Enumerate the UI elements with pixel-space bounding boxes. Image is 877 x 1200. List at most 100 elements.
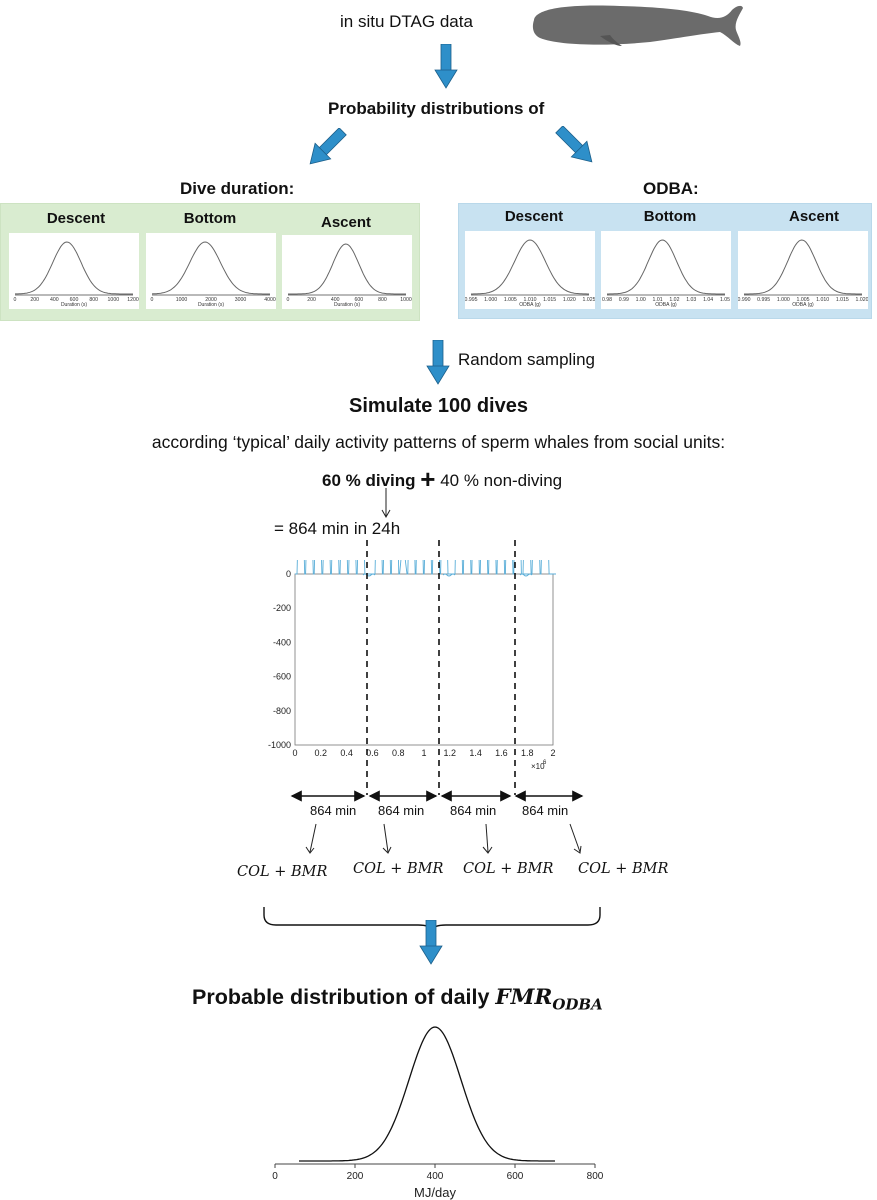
- x-tick-label: 0.6: [366, 748, 379, 758]
- tick-label: 1.000: [484, 297, 497, 303]
- odba-bottom-chart: 0.98 0.99 1.00 1.01 1.02 1.03 1.04 1.05 ODBA (g): [601, 231, 731, 309]
- fmr-density-curve: [299, 1026, 555, 1162]
- dive-bottom-title: Bottom: [183, 210, 237, 227]
- down-arrow-icon: [434, 44, 458, 89]
- tick-label: 1.005: [797, 297, 810, 303]
- down-right-arrow-icon: [555, 126, 593, 163]
- dive-duration-heading: Dive duration:: [180, 179, 295, 198]
- tick-label: 1.04: [703, 297, 713, 303]
- x-tick-label: 1.4: [469, 748, 482, 758]
- non-diving-label: 40 % non-diving: [440, 471, 563, 490]
- tick-label: 0.99: [619, 297, 629, 303]
- tick-label: 1.010: [524, 297, 537, 303]
- tick-label: 1000: [176, 297, 188, 303]
- thin-down-arrow-icon: [381, 488, 391, 519]
- tick-label: 0: [287, 297, 290, 303]
- density-curve: [288, 243, 406, 295]
- odba-heading: ODBA:: [643, 179, 699, 198]
- tick-label: 1.02: [669, 297, 679, 303]
- fmr-distribution-chart: 0 200 400 600 800 MJ/day: [272, 1026, 604, 1200]
- x-tick-label: 1.6: [495, 748, 508, 758]
- segment-span-arrows: [290, 790, 584, 802]
- segment-1-formula: COL + BMR: [237, 864, 328, 880]
- odba-descent-title: Descent: [504, 208, 564, 225]
- tick-label: 0.995: [757, 297, 770, 303]
- odba-descent-svg: 0.995 1.000 1.005 1.010 1.015 1.020 1.025 ODBA …: [465, 239, 595, 308]
- activity-split: 60 % diving + 40 % non-diving: [322, 462, 563, 494]
- diving-label: 60 % diving: [322, 471, 416, 490]
- tick-label: 0: [14, 297, 17, 303]
- simulate-subtitle: according ‘typical’ daily activity patte…: [151, 432, 726, 452]
- tick-label: 1.015: [543, 297, 556, 303]
- segment-3-formula: COL + BMR: [463, 861, 554, 877]
- segment-4-formula: COL + BMR: [578, 861, 669, 877]
- x-tick-label: 1.8: [521, 748, 534, 758]
- density-curve: [607, 239, 725, 295]
- x-exponent: 6: [543, 760, 547, 766]
- surface-trace: [442, 573, 456, 577]
- tick-label: 1.020: [856, 297, 868, 303]
- axis-label: Duration (s): [334, 302, 360, 308]
- tick-label: 200: [307, 297, 316, 303]
- tick-label: 0.990: [738, 297, 751, 303]
- down-left-arrow-icon: [309, 128, 347, 165]
- x-tick-label: 0: [292, 748, 297, 758]
- segment-2-formula: COL + BMR: [353, 861, 444, 877]
- y-tick-label: 0: [286, 569, 291, 579]
- odba-descent-chart: 0.995 1.000 1.005 1.010 1.015 1.020 1.025 ODBA …: [465, 231, 595, 309]
- odba-bottom-svg: 0.98 0.99 1.00 1.01 1.02 1.03 1.04 1.05 ODBA (g): [602, 239, 730, 308]
- segment-3-minutes: 864 min: [450, 803, 497, 818]
- tick-label: 1.020: [563, 297, 576, 303]
- y-tick-label: -400: [273, 637, 291, 647]
- tick-label: 1.00: [636, 297, 646, 303]
- density-curve: [744, 239, 862, 295]
- result-title-var: FMR: [495, 985, 553, 1010]
- tick-label: 1.005: [504, 297, 517, 303]
- tick-label: 1.010: [816, 297, 829, 303]
- tick-label: 0.98: [602, 297, 612, 303]
- segment-4-minutes: 864 min: [522, 803, 569, 818]
- x-tick-label: 0.2: [315, 748, 328, 758]
- x-axis-label: MJ/day: [414, 1185, 456, 1200]
- dive-descent-title: Descent: [46, 210, 106, 227]
- tick-label: 400: [50, 297, 59, 303]
- tick-label: 400: [331, 297, 340, 303]
- tick-label: 1.03: [686, 297, 696, 303]
- top-label: in situ DTAG data: [340, 12, 473, 31]
- result-title-prefix: Probable distribution of daily: [192, 985, 496, 1009]
- tick-label: 2000: [205, 297, 217, 303]
- dive-ascent-chart: 0 200 400 600 800 1000 Duration (s): [282, 235, 412, 309]
- tick-label: 1.000: [777, 297, 790, 303]
- tick-label: 600: [354, 297, 363, 303]
- formula-arrows: [305, 823, 582, 854]
- plus-sign: +: [420, 464, 436, 494]
- sperm-whale-icon: [532, 5, 743, 47]
- result-title: Probable distribution of daily FMRODBA: [192, 985, 603, 1013]
- dive-bottom-chart: 0 1000 2000 3000 4000 Duration (s): [146, 233, 276, 309]
- odba-bottom-title: Bottom: [643, 208, 697, 225]
- dive-depth-trace: [295, 560, 556, 575]
- x-tick-label: 200: [347, 1171, 364, 1182]
- x-tick-label: 0.4: [340, 748, 353, 758]
- dive-bottom-svg: 0 1000 2000 3000 4000 Duration (s): [151, 241, 276, 308]
- down-arrow-icon: [419, 920, 443, 965]
- x-tick-label: 1: [421, 748, 426, 758]
- x-multiplier: ×10: [531, 762, 545, 771]
- y-tick-label: -600: [273, 672, 291, 682]
- x-tick-label: 0.8: [392, 748, 405, 758]
- random-sampling-label: Random sampling: [458, 350, 596, 369]
- density-curve: [15, 241, 133, 295]
- y-tick-label: -200: [273, 603, 291, 613]
- tick-label: 600: [70, 297, 79, 303]
- density-curve: [151, 241, 270, 295]
- x-tick-label: 2: [550, 748, 555, 758]
- dive-ascent-svg: 0 200 400 600 800 1000 Duration (s): [287, 243, 412, 308]
- tick-label: 0: [151, 297, 154, 303]
- tick-label: 1.025: [583, 297, 595, 303]
- density-curve: [471, 239, 589, 295]
- x-tick-label: 800: [587, 1171, 604, 1182]
- axis-label: Duration (s): [198, 302, 224, 308]
- result-title-sub: ODBA: [552, 995, 603, 1014]
- y-tick-label: -1000: [268, 740, 291, 750]
